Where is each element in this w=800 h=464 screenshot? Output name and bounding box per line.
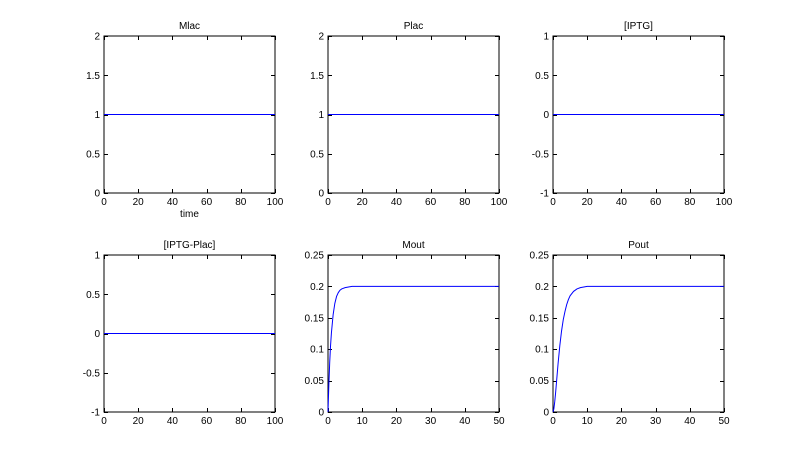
y-tick-label: 0 — [318, 408, 324, 419]
x-tick-label: 40 — [167, 197, 179, 208]
y-tick-label: 0.5 — [86, 290, 100, 301]
x-tick-label: 60 — [425, 197, 437, 208]
y-tick-label: 0.15 — [530, 313, 550, 324]
x-tick-label: 40 — [391, 197, 403, 208]
series-line — [327, 285, 499, 413]
x-tick-label: 80 — [684, 197, 696, 208]
y-tick-label: -1 — [540, 189, 549, 200]
subplot-title: [IPTG] — [624, 21, 653, 32]
x-tick-label: 20 — [582, 197, 594, 208]
subplot-1: Mlac 0 20 40 60 80 100 0 0.5 1 1.5 2 time — [86, 21, 284, 220]
x-tick-label: 0 — [550, 416, 556, 427]
y-tick-label: -1 — [91, 408, 100, 419]
x-tick-label: 20 — [357, 197, 369, 208]
x-tick-label: 0 — [101, 197, 107, 208]
x-tick-label: 20 — [133, 197, 145, 208]
x-tick-label: 100 — [267, 197, 284, 208]
axes-frame — [552, 254, 725, 413]
x-tick-label: 0 — [550, 197, 556, 208]
y-tick-label: 1.5 — [86, 71, 100, 82]
axes-frame — [327, 254, 500, 413]
y-tick-label: 1 — [94, 251, 100, 262]
y-tick-label: 0.5 — [310, 149, 324, 160]
y-tick-label: 2 — [94, 32, 100, 43]
y-tick-label: 1 — [318, 110, 324, 121]
x-tick-label: 100 — [491, 197, 508, 208]
subplot-5: Mout 0 10 20 30 40 50 0 0.05 0.1 0.15 0.2 0.25 — [305, 240, 505, 427]
y-tick-label: 0.5 — [535, 71, 549, 82]
x-tick-label: 50 — [718, 416, 730, 427]
x-tick-label: 20 — [133, 416, 145, 427]
subplot-3: [IPTG] 0 20 40 60 80 100 -1 -0.5 0 0.5 1 — [532, 21, 733, 208]
x-tick-label: 60 — [201, 197, 213, 208]
y-tick-label: 0.2 — [535, 282, 549, 293]
x-tick-label: 50 — [493, 416, 505, 427]
x-tick-label: 40 — [684, 416, 696, 427]
x-tick-label: 100 — [716, 197, 733, 208]
subplot-title: Mlac — [179, 21, 200, 32]
y-tick-label: 0 — [94, 329, 100, 340]
x-tick-label: 20 — [616, 416, 628, 427]
y-tick-label: 0.5 — [86, 149, 100, 160]
subplot-title: Pout — [628, 240, 649, 251]
x-tick-label: 80 — [235, 416, 247, 427]
y-tick-label: 0.15 — [305, 313, 325, 324]
y-tick-label: 0 — [94, 189, 100, 200]
y-tick-label: 1 — [543, 32, 549, 43]
subplot-title: Mout — [402, 240, 424, 251]
x-tick-label: 40 — [167, 416, 179, 427]
subplot-2: Plac 0 20 40 60 80 100 0 0.5 1 1.5 2 — [310, 21, 508, 208]
x-tick-label: 30 — [425, 416, 437, 427]
subplot-4: [IPTG-Plac] 0 20 40 60 80 100 -1 -0.5 0 0.5 1 — [83, 240, 284, 427]
y-tick-label: 0.1 — [310, 345, 324, 356]
y-tick-label: 0.1 — [535, 345, 549, 356]
subplot-title: [IPTG-Plac] — [164, 240, 216, 251]
x-tick-label: 20 — [391, 416, 403, 427]
y-tick-label: 1 — [94, 110, 100, 121]
y-tick-label: 0.05 — [530, 376, 550, 387]
x-tick-label: 60 — [650, 197, 662, 208]
y-tick-label: 0 — [318, 189, 324, 200]
x-tick-label: 60 — [201, 416, 213, 427]
x-tick-label: 0 — [101, 416, 107, 427]
x-tick-label: 40 — [616, 197, 628, 208]
x-tick-label: 40 — [459, 416, 471, 427]
x-tick-label: 80 — [459, 197, 471, 208]
y-tick-label: 0.25 — [530, 251, 550, 262]
subplot-title: Plac — [404, 21, 423, 32]
subplot-6: Pout 0 10 20 30 40 50 0 0.05 0.1 0.15 0.2 0.25 — [530, 240, 730, 427]
y-tick-label: 0.25 — [305, 251, 325, 262]
y-tick-label: 0.05 — [305, 376, 325, 387]
x-tick-label: 80 — [235, 197, 247, 208]
x-tick-label: 0 — [325, 416, 331, 427]
y-tick-label: 0 — [543, 110, 549, 121]
x-tick-label: 30 — [650, 416, 662, 427]
x-tick-label: 100 — [267, 416, 284, 427]
y-tick-label: 0 — [543, 408, 549, 419]
series-line — [552, 285, 724, 413]
y-tick-label: 2 — [318, 32, 324, 43]
y-tick-label: 1.5 — [310, 71, 324, 82]
y-tick-label: 0.2 — [310, 282, 324, 293]
x-axis-label: time — [180, 209, 199, 220]
x-tick-label: 0 — [325, 197, 331, 208]
x-tick-label: 10 — [582, 416, 594, 427]
y-tick-label: -0.5 — [83, 368, 101, 379]
y-tick-label: -0.5 — [532, 149, 550, 160]
x-tick-label: 10 — [357, 416, 369, 427]
